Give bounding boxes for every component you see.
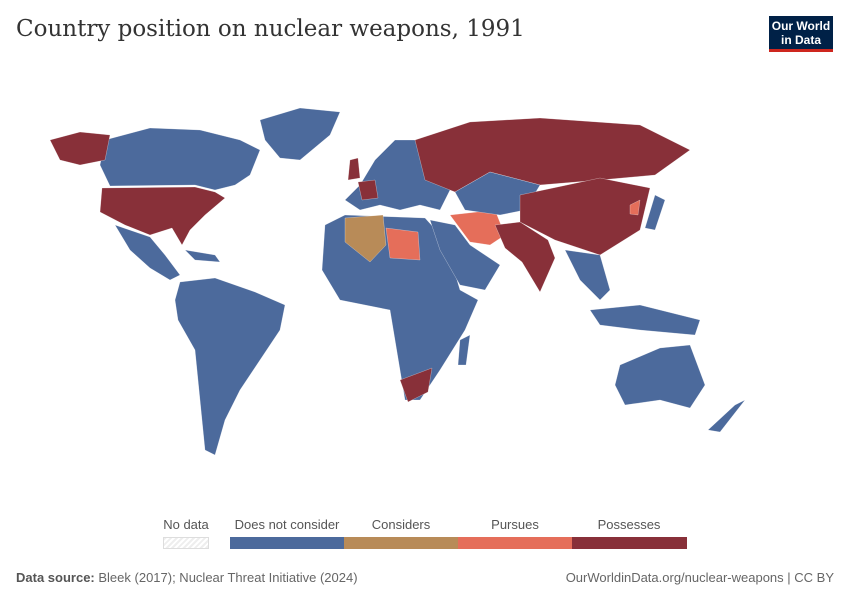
legend-no-data-label: No data bbox=[163, 517, 209, 532]
logo-line2: in Data bbox=[780, 33, 821, 47]
legend-swatch-considers[interactable] bbox=[344, 537, 458, 549]
region-north-korea[interactable] bbox=[629, 199, 641, 216]
world-map bbox=[49, 107, 746, 456]
legend: No data Does not consider Considers Purs… bbox=[0, 515, 850, 555]
region-greenland[interactable] bbox=[259, 107, 341, 161]
region-china[interactable] bbox=[519, 177, 651, 256]
legend-swatch-pursues[interactable] bbox=[458, 537, 572, 549]
legend-label-possesses: Possesses bbox=[597, 517, 661, 532]
region-uk[interactable] bbox=[347, 157, 361, 181]
region-libya[interactable] bbox=[385, 227, 421, 261]
region-algeria[interactable] bbox=[344, 214, 387, 263]
region-france[interactable] bbox=[357, 179, 379, 201]
footer-link[interactable]: OurWorldinData.org/nuclear-weapons | CC … bbox=[565, 570, 834, 585]
region-indonesia[interactable] bbox=[589, 304, 701, 336]
region-southeast-asia[interactable] bbox=[564, 249, 611, 301]
region-caribbean[interactable] bbox=[184, 249, 221, 263]
region-central-america[interactable] bbox=[114, 224, 181, 281]
region-madagascar[interactable] bbox=[457, 334, 471, 366]
legend-no-data-swatch[interactable] bbox=[163, 537, 209, 549]
region-south-america[interactable] bbox=[174, 277, 286, 456]
region-usa[interactable] bbox=[99, 186, 226, 246]
region-japan[interactable] bbox=[644, 194, 666, 231]
region-new-zealand[interactable] bbox=[707, 399, 746, 433]
region-canada[interactable] bbox=[99, 127, 261, 191]
logo-line1: Our World bbox=[771, 19, 831, 33]
data-source: Data source: Bleek (2017); Nuclear Threa… bbox=[16, 570, 358, 585]
region-middle-east[interactable] bbox=[429, 219, 501, 291]
region-australia[interactable] bbox=[614, 344, 706, 409]
source-text[interactable]: Bleek (2017); Nuclear Threat Initiative … bbox=[98, 570, 358, 585]
region-russia[interactable] bbox=[414, 117, 691, 193]
region-alaska[interactable] bbox=[49, 131, 111, 166]
legend-label-considers: Considers bbox=[371, 517, 431, 532]
legend-label-none: Does not consider bbox=[234, 517, 340, 532]
region-south-africa[interactable] bbox=[399, 367, 433, 403]
page-title: Country position on nuclear weapons, 199… bbox=[16, 16, 525, 42]
owid-logo[interactable]: Our World in Data bbox=[769, 16, 833, 52]
source-label: Data source: bbox=[16, 570, 95, 585]
legend-label-pursues: Pursues bbox=[491, 517, 539, 532]
region-india-pakistan[interactable] bbox=[494, 221, 556, 293]
legend-swatch-none[interactable] bbox=[230, 537, 344, 549]
legend-swatch-possesses[interactable] bbox=[572, 537, 687, 549]
